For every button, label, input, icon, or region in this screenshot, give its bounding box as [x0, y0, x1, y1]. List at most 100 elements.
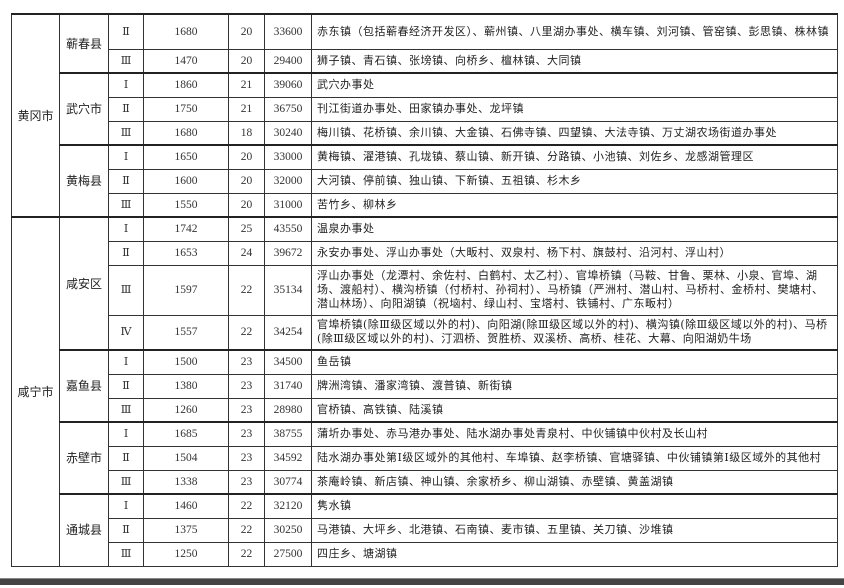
table-row: 通城县 Ⅰ 1460 22 32120 隽水镇 [12, 493, 838, 567]
grade-cell: Ⅰ [108, 349, 144, 375]
table-row: 咸宁市 咸安区 Ⅰ 1742 25 43550 温泉办事处 [11, 216, 838, 567]
areas-cell: 苦竹乡、柳林乡 [311, 192, 838, 218]
grade-cell: Ⅱ [108, 96, 144, 122]
value-cell-2: 24 [228, 240, 265, 266]
table-row: Ⅲ 1250 22 27500 四庄乡、塘湖镇 [12, 541, 838, 567]
table-row: Ⅲ 1470 20 29400 狮子镇、青石镇、张塝镇、向桥乡、檀林镇、大同镇 [12, 48, 838, 74]
areas-cell: 蒲圻办事处、赤马港办事处、陆水湖办事处青泉村、中伙铺镇中伙村及长山村 [311, 421, 838, 447]
value-cell-3: 34254 [264, 314, 312, 351]
value-cell-2: 21 [228, 96, 265, 122]
value-cell-1: 1750 [143, 96, 229, 122]
grade-cell: Ⅳ [108, 314, 144, 351]
value-cell-3: 27500 [264, 541, 312, 567]
grade-cell: Ⅱ [108, 517, 144, 543]
areas-cell: 茶庵岭镇、新店镇、神山镇、余家桥乡、柳山湖镇、赤壁镇、黄盖湖镇 [311, 469, 838, 495]
grade-cell: Ⅲ [108, 264, 144, 316]
value-cell-3: 33000 [264, 144, 312, 170]
value-cell-3: 31000 [264, 192, 312, 218]
value-cell-2: 23 [228, 349, 265, 375]
table-row: Ⅱ 1600 20 32000 大河镇、停前镇、独山镇、下新镇、五祖镇、杉木乡 [12, 168, 838, 194]
areas-cell: 刊江街道办事处、田家镇办事处、龙坪镇 [311, 96, 838, 122]
value-cell-3: 31740 [264, 373, 312, 399]
value-cell-3: 39672 [264, 240, 312, 266]
city-cell: 黄冈市 [11, 13, 60, 218]
county-cell: 武穴市 [59, 72, 109, 146]
table-row: 赤壁市 Ⅰ 1685 23 38755 蒲圻办事处、赤马港办事处、陆水湖办事处青泉村、中伙… [12, 421, 838, 495]
value-cell-3: 34500 [264, 349, 312, 375]
table-row: Ⅳ 1557 22 34254 官埠桥镇(除Ⅲ级区域以外的村)、向阳湖(除Ⅲ级区域以外的… [12, 314, 838, 351]
value-cell-2: 22 [228, 493, 265, 519]
value-cell-2: 20 [228, 168, 265, 194]
value-cell-1: 1260 [143, 397, 229, 423]
value-cell-3: 43550 [264, 216, 312, 242]
areas-cell: 四庄乡、塘湖镇 [311, 541, 838, 567]
value-cell-1: 1597 [143, 264, 229, 316]
areas-cell: 武穴办事处 [311, 72, 838, 98]
value-cell-1: 1685 [143, 421, 229, 447]
value-cell-2: 18 [228, 120, 265, 146]
county-cell: 咸安区 [59, 216, 109, 351]
value-cell-1: 1860 [143, 72, 229, 98]
table-row: 武穴市 Ⅰ 1860 21 39060 武穴办事处 [12, 72, 838, 146]
value-cell-2: 23 [228, 469, 265, 495]
county-cell: 通城县 [59, 493, 109, 567]
value-cell-1: 1500 [143, 349, 229, 375]
value-cell-3: 28980 [264, 397, 312, 423]
value-cell-2: 22 [228, 314, 265, 351]
value-cell-3: 30250 [264, 517, 312, 543]
grade-cell: Ⅱ [108, 13, 144, 50]
table-row: Ⅲ 1597 22 35134 浮山办事处（龙潭村、余佐村、白鹤村、太乙村）、官埠桥镇（… [12, 264, 838, 316]
value-cell-1: 1742 [143, 216, 229, 242]
value-cell-1: 1338 [143, 469, 229, 495]
table-row: Ⅲ 1260 23 28980 官桥镇、高铁镇、陆溪镇 [12, 397, 838, 423]
grade-cell: Ⅲ [108, 120, 144, 146]
table-row: 黄梅县 Ⅰ 1650 20 33000 黄梅镇、濯港镇、孔垅镇、蔡山镇、新开镇、分路镇、小… [12, 144, 838, 218]
value-cell-1: 1600 [143, 168, 229, 194]
value-cell-2: 25 [228, 216, 265, 242]
grade-cell: Ⅱ [108, 445, 144, 471]
value-cell-3: 34592 [264, 445, 312, 471]
grade-cell: Ⅰ [108, 216, 144, 242]
city-cell: 咸宁市 [11, 216, 60, 567]
grade-cell: Ⅲ [108, 469, 144, 495]
value-cell-2: 22 [228, 541, 265, 567]
areas-cell: 鱼岳镇 [311, 349, 838, 375]
county-cell: 蕲春县 [59, 13, 109, 74]
table-row: Ⅱ 1653 24 39672 永安办事处、浮山办事处（大畈村、双泉村、杨下村、旗鼓村、… [12, 240, 838, 266]
value-cell-2: 23 [228, 445, 265, 471]
value-cell-2: 23 [228, 421, 265, 447]
county-cell: 嘉鱼县 [59, 349, 109, 423]
table-row: Ⅱ 1750 21 36750 刊江街道办事处、田家镇办事处、龙坪镇 [12, 96, 838, 122]
table-row: Ⅲ 1680 18 30240 梅川镇、花桥镇、余川镇、大金镇、石佛寺镇、四望镇、大法寺… [12, 120, 838, 146]
value-cell-1: 1250 [143, 541, 229, 567]
grade-cell: Ⅲ [108, 192, 144, 218]
table-row: 嘉鱼县 Ⅰ 1500 23 34500 鱼岳镇 [12, 349, 838, 423]
value-cell-1: 1504 [143, 445, 229, 471]
value-cell-2: 23 [228, 373, 265, 399]
areas-cell: 浮山办事处（龙潭村、余佐村、白鹤村、太乙村）、官埠桥镇（马鞍、甘鲁、栗林、小泉、… [311, 264, 838, 316]
areas-cell: 牌洲湾镇、潘家湾镇、渡普镇、新街镇 [311, 373, 838, 399]
areas-cell: 马港镇、大坪乡、北港镇、石南镇、麦市镇、五里镇、关刀镇、沙堆镇 [311, 517, 838, 543]
table-row: 黄冈市 蕲春县 Ⅱ 1680 20 33600 赤东镇（包括蕲春经济开发区）、蕲州镇、八里湖… [11, 13, 838, 218]
value-cell-3: 33600 [264, 13, 312, 50]
value-cell-1: 1375 [143, 517, 229, 543]
areas-cell: 官埠桥镇(除Ⅲ级区域以外的村)、向阳湖(除Ⅲ级区域以外的村)、横沟镇(除Ⅲ级区域… [311, 314, 838, 351]
value-cell-3: 29400 [264, 48, 312, 74]
areas-cell: 官桥镇、高铁镇、陆溪镇 [311, 397, 838, 423]
value-cell-3: 35134 [264, 264, 312, 316]
value-cell-1: 1460 [143, 493, 229, 519]
page-bottom-divider [0, 578, 844, 585]
wage-standard-table: 黄冈市 蕲春县 Ⅱ 1680 20 33600 赤东镇（包括蕲春经济开发区）、蕲州镇、八里湖… [11, 13, 838, 567]
table-body: 黄冈市 蕲春县 Ⅱ 1680 20 33600 赤东镇（包括蕲春经济开发区）、蕲州镇、八里湖… [11, 13, 838, 567]
areas-cell: 大河镇、停前镇、独山镇、下新镇、五祖镇、杉木乡 [311, 168, 838, 194]
value-cell-3: 39060 [264, 72, 312, 98]
value-cell-1: 1557 [143, 314, 229, 351]
areas-cell: 赤东镇（包括蕲春经济开发区）、蕲州镇、八里湖办事处、横车镇、刘河镇、管窑镇、彭思… [311, 13, 838, 50]
value-cell-1: 1653 [143, 240, 229, 266]
table-row: Ⅲ 1338 23 30774 茶庵岭镇、新店镇、神山镇、余家桥乡、柳山湖镇、赤壁镇、黄… [12, 469, 838, 495]
value-cell-3: 32120 [264, 493, 312, 519]
table-row: Ⅱ 1380 23 31740 牌洲湾镇、潘家湾镇、渡普镇、新街镇 [12, 373, 838, 399]
value-cell-1: 1680 [143, 13, 229, 50]
grade-cell: Ⅱ [108, 168, 144, 194]
value-cell-1: 1650 [143, 144, 229, 170]
